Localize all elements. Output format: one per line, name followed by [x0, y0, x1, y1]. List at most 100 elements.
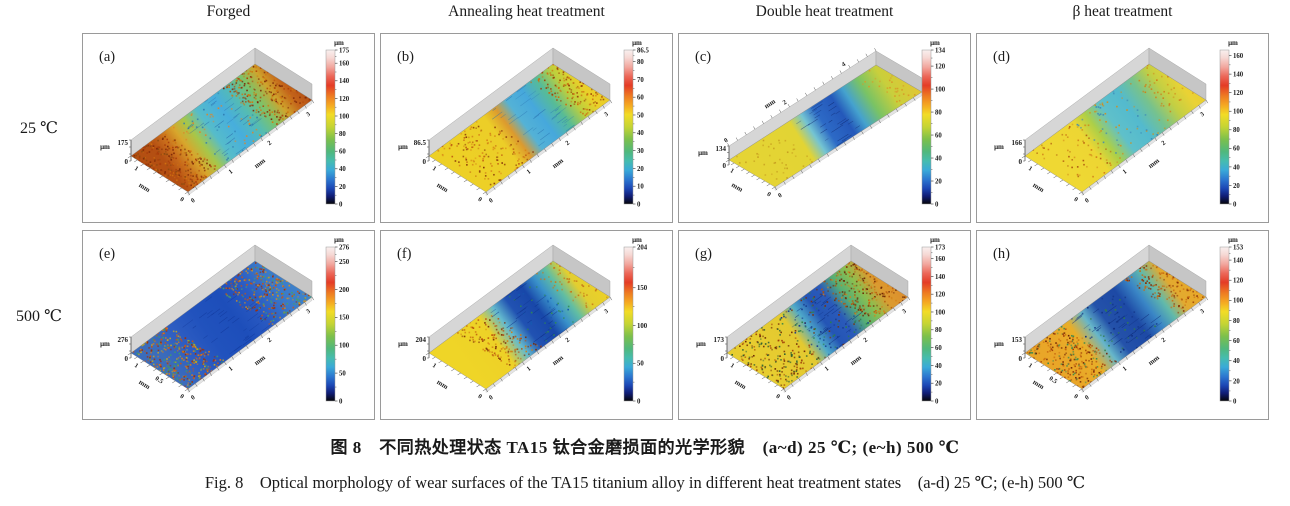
- svg-text:2: 2: [782, 99, 789, 107]
- svg-text:80: 80: [637, 59, 644, 66]
- svg-text:0: 0: [179, 196, 185, 204]
- svg-text:173: 173: [714, 336, 725, 344]
- svg-text:20: 20: [637, 166, 644, 173]
- svg-text:120: 120: [935, 292, 946, 299]
- svg-text:40: 40: [935, 155, 942, 162]
- svg-text:153: 153: [1233, 244, 1244, 251]
- svg-text:40: 40: [935, 363, 942, 370]
- svg-text:mm: mm: [253, 354, 267, 367]
- svg-text:1: 1: [227, 168, 234, 176]
- svg-text:80: 80: [1233, 318, 1240, 325]
- svg-text:120: 120: [935, 63, 946, 70]
- svg-text:(f): (f): [397, 246, 412, 262]
- svg-text:80: 80: [935, 109, 942, 116]
- svg-text:0: 0: [339, 398, 343, 405]
- svg-text:60: 60: [935, 132, 942, 139]
- svg-text:86.5: 86.5: [637, 47, 649, 54]
- svg-text:μm: μm: [930, 39, 940, 47]
- svg-text:1: 1: [823, 365, 830, 373]
- svg-text:20: 20: [935, 381, 942, 388]
- svg-text:153: 153: [1012, 336, 1023, 344]
- svg-text:40: 40: [339, 166, 346, 173]
- svg-text:mm: mm: [849, 354, 863, 367]
- svg-text:1: 1: [525, 365, 532, 373]
- svg-text:60: 60: [637, 95, 644, 102]
- surface-plot-c: 024mm1mm0001340μmμm134120100806040200(c): [695, 39, 946, 208]
- svg-text:0: 0: [723, 137, 730, 145]
- svg-text:mm: mm: [137, 378, 151, 391]
- svg-text:140: 140: [339, 78, 350, 85]
- svg-text:2: 2: [1160, 337, 1167, 345]
- svg-text:μm: μm: [100, 340, 110, 348]
- svg-text:276: 276: [118, 336, 129, 344]
- svg-text:0: 0: [423, 355, 427, 363]
- svg-text:0: 0: [125, 158, 129, 166]
- svg-text:20: 20: [1233, 378, 1240, 385]
- svg-text:175: 175: [339, 47, 350, 54]
- svg-text:μm: μm: [398, 340, 408, 348]
- svg-text:0: 0: [786, 394, 793, 402]
- svg-text:μm: μm: [334, 39, 344, 47]
- svg-text:0: 0: [190, 197, 197, 205]
- svg-text:0: 0: [775, 393, 781, 401]
- svg-text:mm: mm: [435, 378, 449, 391]
- panel-b: 1 2 3 mm 1 mm 0 0 86.5 0 μm μm 86.5 80 70 60 50 40 30 20 10 0…: [380, 33, 673, 223]
- svg-text:0: 0: [477, 393, 483, 401]
- svg-text:120: 120: [1233, 90, 1244, 97]
- svg-text:134: 134: [716, 145, 727, 153]
- svg-text:4: 4: [841, 61, 848, 69]
- svg-text:mm: mm: [1147, 157, 1161, 170]
- svg-text:μm: μm: [994, 340, 1004, 348]
- svg-text:μm: μm: [100, 143, 110, 151]
- panel-e: 1 2 3 mm 0.5 1 mm 0 0 276 0 μm μm 276 250 200 150 100 50 0(…: [82, 230, 375, 420]
- svg-text:173: 173: [935, 244, 946, 251]
- row-label-25c: 25 ℃: [20, 120, 58, 137]
- svg-text:2: 2: [862, 337, 869, 345]
- svg-text:mm: mm: [763, 97, 777, 110]
- svg-text:0: 0: [637, 201, 641, 208]
- svg-text:μm: μm: [698, 149, 708, 157]
- svg-text:1: 1: [1027, 362, 1033, 370]
- svg-text:0: 0: [339, 201, 343, 208]
- column-header-annealing: Annealing heat treatment: [448, 3, 605, 20]
- svg-text:(b): (b): [397, 49, 414, 65]
- caption-chinese: 图 8 不同热处理状态 TA15 钛合金磨损面的光学形貌 (a~d) 25 ℃;…: [330, 438, 960, 457]
- svg-text:120: 120: [339, 96, 350, 103]
- svg-text:0: 0: [723, 162, 727, 170]
- svg-text:3: 3: [1199, 110, 1206, 118]
- svg-text:40: 40: [1233, 164, 1240, 171]
- svg-text:200: 200: [339, 287, 350, 294]
- panel-g: 1 2 3 mm 1 mm 0 0 173 0 μm μm 173 160 140 120 100 80 60 40 2…: [678, 230, 971, 420]
- svg-text:2: 2: [564, 337, 571, 345]
- svg-text:μm: μm: [632, 39, 642, 47]
- svg-text:100: 100: [339, 113, 350, 120]
- svg-text:100: 100: [935, 309, 946, 316]
- svg-text:1: 1: [227, 365, 234, 373]
- svg-text:(a): (a): [99, 49, 115, 65]
- panel-a: 1 2 3 mm 1 mm 0 0 175 0 μm μm 175 160 140 120 100 80 60 40 2…: [82, 33, 375, 223]
- svg-text:(e): (e): [99, 246, 115, 262]
- svg-text:mm: mm: [733, 378, 747, 391]
- svg-text:1: 1: [431, 165, 437, 173]
- svg-text:1: 1: [1121, 365, 1128, 373]
- svg-text:0: 0: [488, 197, 495, 205]
- svg-text:mm: mm: [730, 181, 744, 194]
- svg-text:100: 100: [1233, 109, 1244, 116]
- svg-text:40: 40: [1233, 358, 1240, 365]
- svg-text:120: 120: [1233, 278, 1244, 285]
- svg-text:80: 80: [935, 327, 942, 334]
- svg-text:(d): (d): [993, 49, 1010, 65]
- svg-text:(c): (c): [695, 49, 711, 65]
- svg-text:2: 2: [266, 140, 273, 148]
- row-label-500c: 500 ℃: [16, 308, 62, 325]
- svg-text:mm: mm: [551, 157, 565, 170]
- svg-text:1: 1: [729, 167, 735, 175]
- svg-text:0: 0: [1233, 398, 1237, 405]
- svg-text:0: 0: [1084, 394, 1091, 402]
